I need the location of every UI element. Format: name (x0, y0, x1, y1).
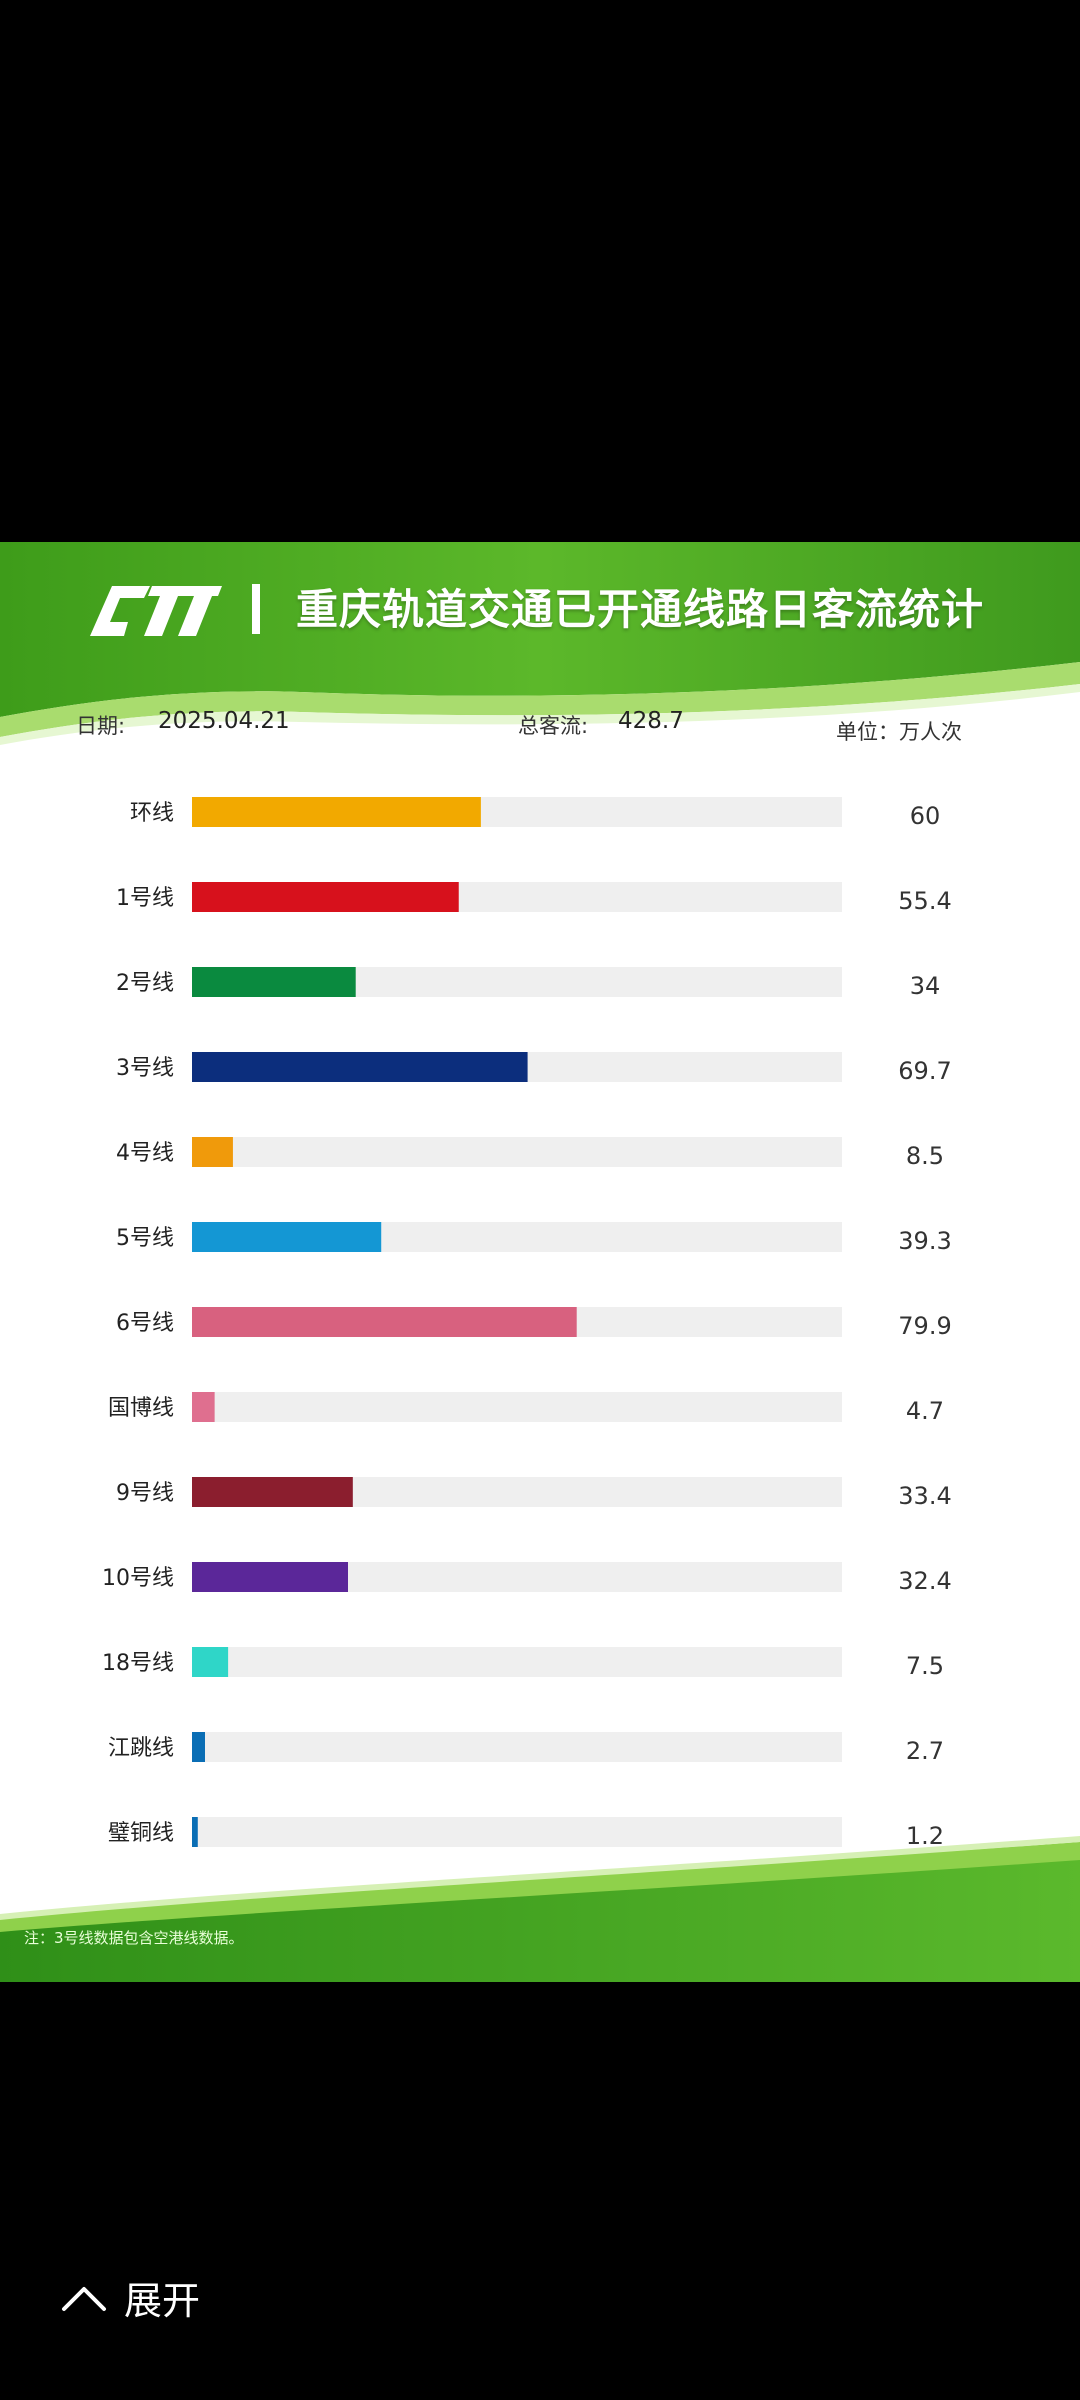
bar (192, 1477, 353, 1507)
category-label: 璧铜线 (108, 1821, 174, 1846)
category-label: 江跳线 (108, 1736, 174, 1761)
category-label: 4号线 (116, 1141, 174, 1166)
bar (192, 1307, 577, 1337)
bar-track (192, 1137, 842, 1167)
total-value: 428.7 (618, 708, 684, 734)
value-label: 32.4 (898, 1567, 951, 1595)
value-label: 60 (910, 802, 941, 830)
value-label: 33.4 (898, 1482, 951, 1510)
bar (192, 1222, 382, 1252)
chart-title: 重庆轨道交通已开通线路日客流统计 (296, 585, 985, 634)
category-label: 2号线 (116, 971, 174, 996)
category-label: 3号线 (116, 1056, 174, 1081)
category-label: 5号线 (116, 1226, 174, 1251)
value-label: 8.5 (906, 1142, 944, 1170)
bar (192, 1647, 229, 1677)
bar (192, 1817, 198, 1847)
bar (192, 967, 356, 997)
category-label: 环线 (130, 801, 174, 826)
total-label: 总客流: (518, 714, 589, 738)
bar-track (192, 1647, 842, 1677)
value-label: 2.7 (906, 1737, 944, 1765)
value-label: 69.7 (898, 1057, 951, 1085)
bar (192, 1052, 528, 1082)
footnote: 注：3号线数据包含空港线数据。 (24, 1929, 244, 1947)
bar (192, 882, 459, 912)
expand-label: 展开 (124, 2279, 201, 2323)
value-label: 39.3 (898, 1227, 951, 1255)
title-divider (252, 584, 260, 634)
category-label: 10号线 (102, 1566, 174, 1591)
bar-track (192, 1392, 842, 1422)
expand-button[interactable]: 展开 (60, 2270, 200, 2325)
bar (192, 1732, 205, 1762)
value-label: 4.7 (906, 1397, 944, 1425)
value-label: 79.9 (898, 1312, 951, 1340)
date-label: 日期: (76, 714, 126, 738)
bar-track (192, 1732, 842, 1762)
date-value: 2025.04.21 (158, 708, 290, 734)
category-label: 9号线 (116, 1481, 174, 1506)
chevron-up-icon (62, 2286, 106, 2311)
category-label: 18号线 (102, 1651, 174, 1676)
card-background (0, 542, 1080, 1982)
bar (192, 1137, 233, 1167)
crt-logo (90, 586, 222, 636)
bar-track (192, 1817, 842, 1847)
bar (192, 797, 481, 827)
value-label: 7.5 (906, 1652, 944, 1680)
category-label: 国博线 (108, 1396, 174, 1421)
chart-card: 重庆轨道交通已开通线路日客流统计 日期: 2025.04.21 总客流: 428… (0, 542, 1080, 1982)
value-label: 34 (910, 972, 941, 1000)
value-label: 1.2 (906, 1822, 944, 1850)
category-label: 1号线 (116, 886, 174, 911)
bar (192, 1392, 215, 1422)
category-label: 6号线 (116, 1311, 174, 1336)
bar-chart: 环线 60 1号线 55.4 2号线 34 3号线 69.7 4号线 8.5 5号线 39.3 6号线 7… (102, 797, 952, 1850)
value-label: 55.4 (898, 887, 951, 915)
unit-label: 单位：万人次 (836, 720, 962, 744)
bar (192, 1562, 348, 1592)
